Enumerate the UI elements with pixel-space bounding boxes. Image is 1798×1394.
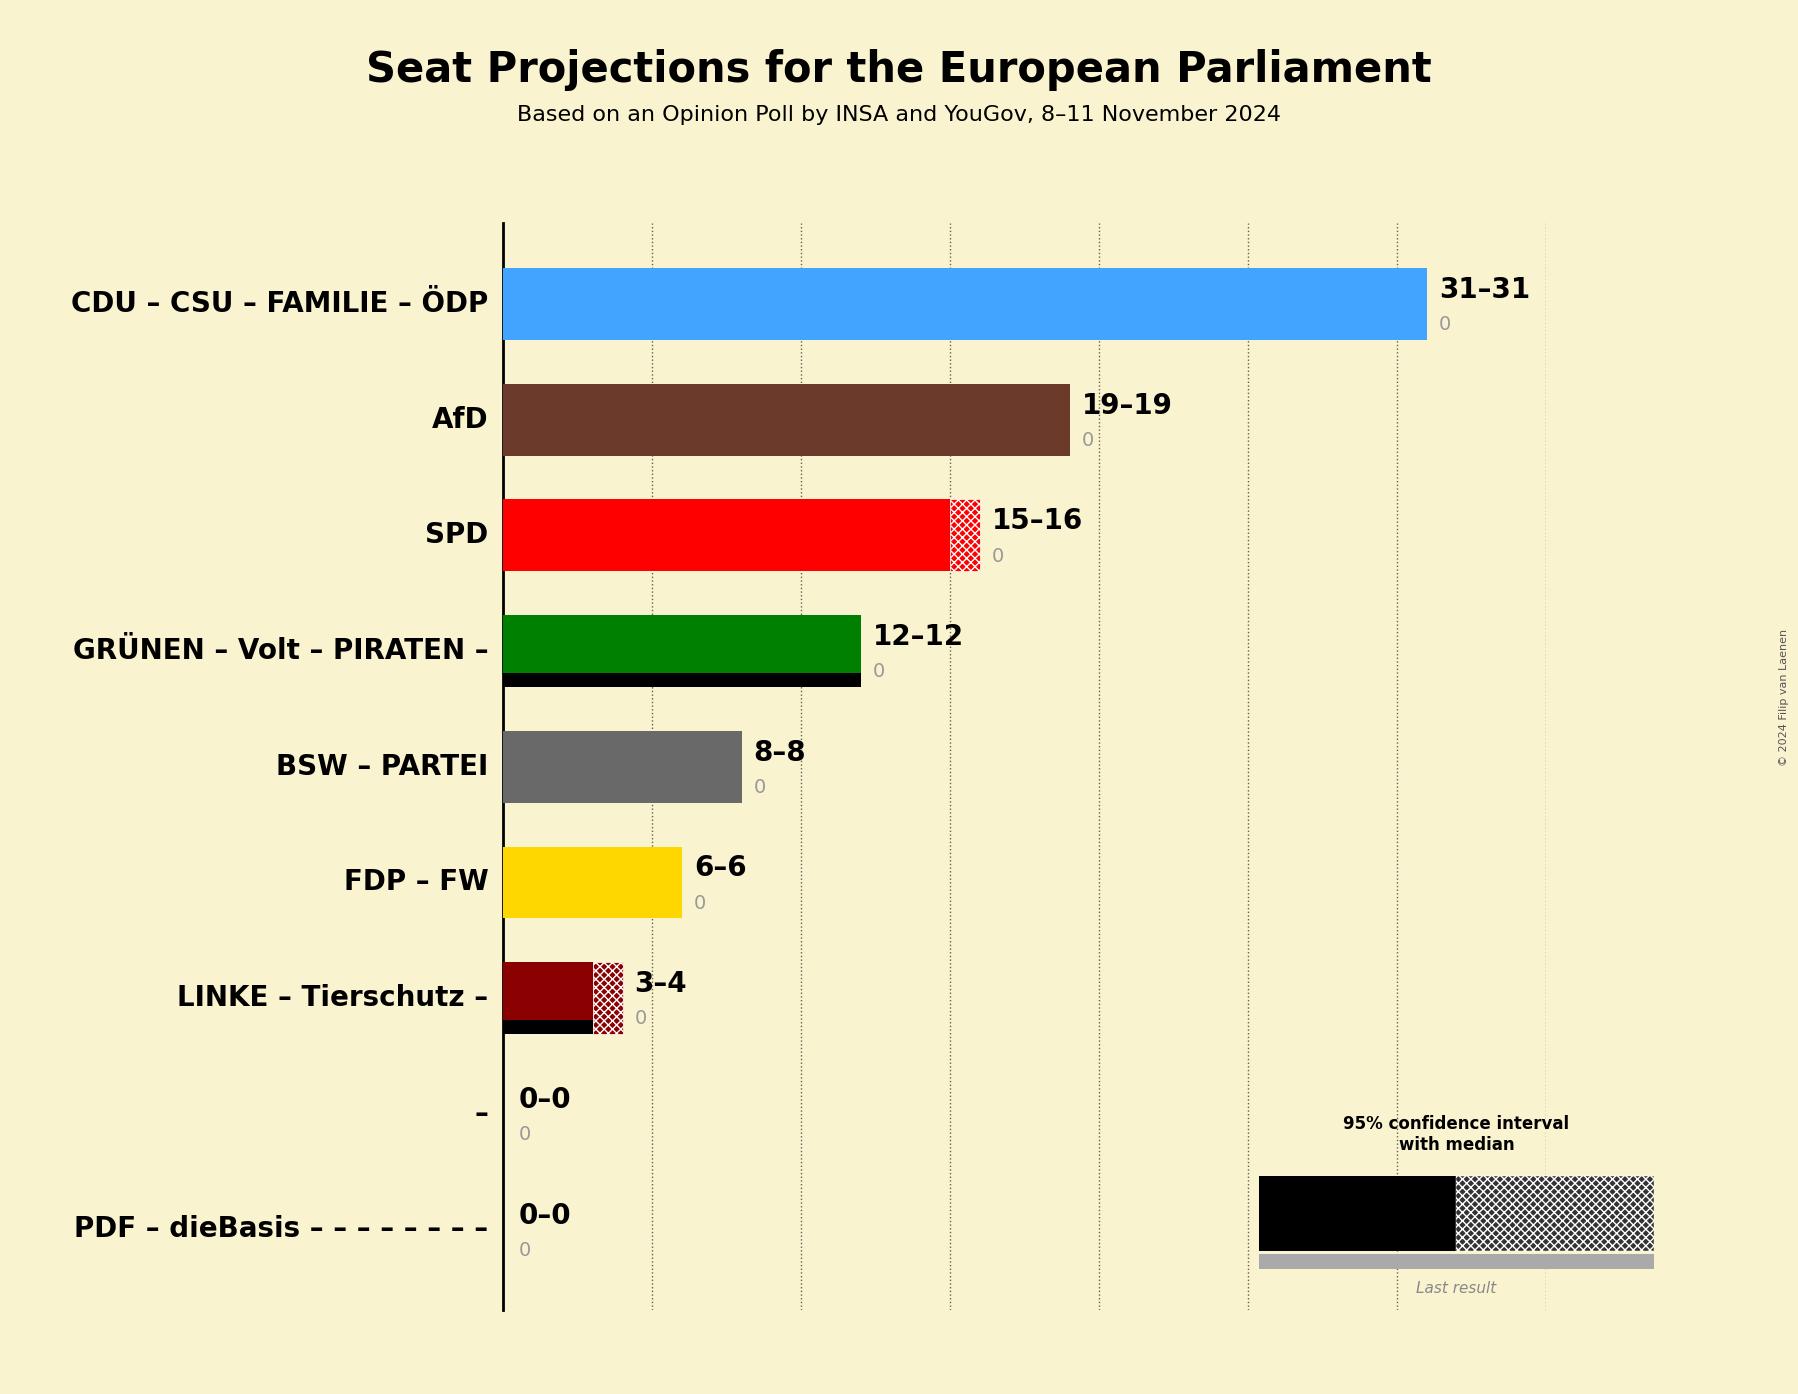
Text: Seat Projections for the European Parliament: Seat Projections for the European Parlia… [367,49,1431,91]
Text: 0: 0 [1438,315,1451,335]
Text: Last result: Last result [1417,1281,1496,1296]
Bar [503,499,951,572]
Bar [503,383,1070,456]
Text: 0: 0 [518,1125,530,1144]
Bar [503,962,593,1034]
Text: 15–16: 15–16 [992,507,1084,535]
Text: 0–0: 0–0 [518,1202,572,1230]
Text: 0: 0 [635,1009,647,1029]
Text: LINKE – Tierschutz –: LINKE – Tierschutz – [178,984,489,1012]
Text: FDP – FW: FDP – FW [343,868,489,896]
Bar [503,846,681,919]
Bar [503,672,861,687]
Text: 0: 0 [753,778,766,797]
Text: 19–19: 19–19 [1081,392,1172,420]
Text: 0: 0 [1081,431,1093,450]
Bar [503,615,861,687]
Text: 3–4: 3–4 [635,970,687,998]
Text: PDF – dieBasis – – – – – – – –: PDF – dieBasis – – – – – – – – [74,1216,489,1243]
Text: AfD: AfD [432,406,489,434]
Text: 8–8: 8–8 [753,739,806,767]
Text: 95% confidence interval
with median: 95% confidence interval with median [1343,1115,1570,1154]
Text: 12–12: 12–12 [872,623,964,651]
Text: 31–31: 31–31 [1438,276,1530,304]
Bar [951,499,980,572]
Text: 0: 0 [518,1241,530,1260]
Text: © 2024 Filip van Laenen: © 2024 Filip van Laenen [1778,629,1789,765]
Text: 0: 0 [872,662,885,682]
Text: 0: 0 [992,546,1005,566]
Bar [503,268,1428,340]
Text: Based on an Opinion Poll by INSA and YouGov, 8–11 November 2024: Based on an Opinion Poll by INSA and You… [518,105,1280,124]
Bar [1259,1255,1654,1269]
Bar [1259,1175,1456,1252]
Text: GRÜNEN – Volt – PIRATEN –: GRÜNEN – Volt – PIRATEN – [74,637,489,665]
Text: 0–0: 0–0 [518,1086,572,1114]
Text: 6–6: 6–6 [694,855,746,882]
Bar [1456,1175,1654,1252]
Bar [503,1019,593,1034]
Text: –: – [475,1100,489,1128]
Bar [503,730,743,803]
Bar [593,962,622,1034]
Text: SPD: SPD [426,521,489,549]
Text: 0: 0 [694,894,707,913]
Text: BSW – PARTEI: BSW – PARTEI [277,753,489,781]
Text: CDU – CSU – FAMILIE – ÖDP: CDU – CSU – FAMILIE – ÖDP [72,290,489,318]
